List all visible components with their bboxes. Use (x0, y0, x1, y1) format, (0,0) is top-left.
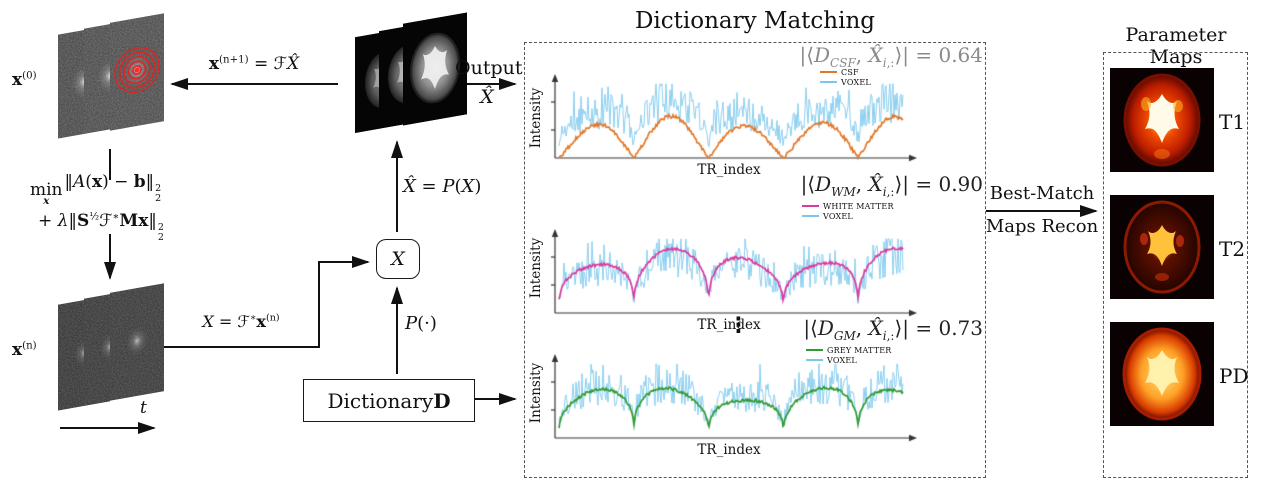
arrow-xn-to-xbox (162, 256, 370, 348)
dictionary-box: Dictionary D (303, 379, 475, 422)
dictionary-matching-title: Dictionary Matching (634, 8, 876, 34)
match-score-wm: |⟨DWM, X̂i,:⟩| = 0.90 (800, 172, 983, 199)
pd-map (1110, 322, 1214, 430)
legend-swatch (802, 205, 819, 207)
legend-label: VOXEL (823, 211, 853, 221)
ylabel-intensity: Intensity (528, 87, 544, 149)
ylabel-intensity: Intensity (528, 237, 544, 299)
x0-kspace-stack (58, 13, 178, 159)
ylabel-intensity: Intensity (528, 362, 544, 424)
legend-entry: WHITE MATTER (802, 201, 894, 211)
x-tensor-box: X (376, 239, 420, 279)
brain-sheet (403, 12, 467, 126)
update-equation: x(n+1) = ℱX̂ (208, 54, 300, 74)
xlabel-tr-index: TR_index (697, 317, 761, 333)
bestmatch-label-bottom: Maps Recon (985, 216, 1099, 237)
equation-line-2: + λ‖S½ℱ∗Mx‖ 2 2 (38, 210, 164, 244)
bestmatch-label-top: Best-Match (989, 183, 1095, 204)
minimization-equation: min x ‖A(x) − b‖ 2 2 + λ‖S½ℱ∗Mx‖ 2 2 (30, 167, 240, 243)
parameter-maps-title: Parameter Maps (1125, 24, 1227, 68)
kspace-sheet-spiral (110, 13, 164, 131)
parameter-maps-panel (1103, 52, 1248, 478)
xn-label: x(n) (12, 340, 37, 360)
legend-entry: VOXEL (802, 211, 894, 221)
projection-equation: X̂ = P(X) (403, 176, 482, 197)
signal-plot-gm (549, 342, 921, 454)
dictionary-matching-panel (524, 42, 986, 478)
t1-map (1110, 68, 1214, 176)
xlabel-tr-index: TR_index (697, 162, 761, 178)
legend-wm-plot: WHITE MATTER VOXEL (802, 201, 894, 221)
signal-plot-wm (549, 217, 921, 329)
output-label: Output (455, 57, 523, 79)
image-series-stack (355, 12, 475, 143)
t2-map (1110, 195, 1214, 303)
x0-label: x(0) (12, 70, 37, 90)
equation-line-1: min x ‖A(x) − b‖ 2 2 (30, 172, 162, 208)
spiral-sampling-overlay (114, 46, 160, 94)
legend-label: WHITE MATTER (823, 201, 894, 211)
t1-label: T1 (1219, 110, 1246, 134)
kspace-sheet (110, 283, 164, 401)
xn-kspace-stack (58, 283, 178, 429)
legend-swatch (802, 215, 819, 217)
t2-label: T2 (1219, 237, 1246, 261)
xlabel-tr-index: TR_index (697, 442, 761, 458)
signal-plot-csf (549, 62, 921, 174)
inverse-transform-equation: X = ℱ∗x(n) (202, 312, 280, 331)
projection-operator-label: P(·) (405, 313, 437, 334)
time-axis-label: t (140, 398, 147, 418)
pd-label: PD (1219, 364, 1249, 388)
output-symbol: X̂ (480, 86, 494, 108)
